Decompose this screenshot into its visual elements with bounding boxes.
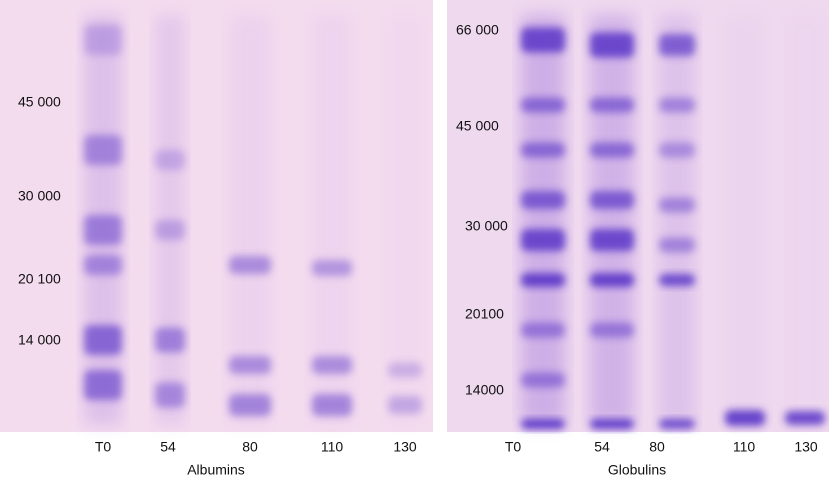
lane-label: 130 [794, 439, 818, 455]
lane-smear [659, 15, 695, 425]
band [312, 260, 352, 276]
band [659, 142, 695, 158]
band [155, 150, 185, 170]
lane-label: T0 [505, 439, 522, 455]
lane-smear [785, 15, 825, 425]
band [84, 325, 122, 355]
labels: 45 000 30 000 20 100 14 000 T0 54 80 110 130 Albu… [18, 22, 818, 478]
band [590, 229, 634, 251]
band [312, 394, 352, 416]
band [84, 215, 122, 245]
bands [84, 15, 825, 429]
band [84, 135, 122, 165]
marker-label: 30 000 [465, 218, 508, 234]
lane-smear [590, 15, 634, 425]
band [388, 396, 422, 414]
lane-smear [521, 15, 565, 425]
band [521, 142, 565, 158]
marker-label: 14000 [465, 382, 504, 398]
band [785, 411, 825, 425]
band [659, 274, 695, 286]
marker-label: 66 000 [456, 22, 499, 38]
band [521, 97, 565, 113]
band [229, 356, 271, 374]
band [659, 419, 695, 429]
band [84, 370, 122, 400]
gel-albumins [0, 0, 433, 432]
band [659, 197, 695, 213]
band [388, 362, 422, 378]
band [521, 27, 565, 53]
lane-label: 110 [321, 439, 344, 455]
lane-label: 110 [733, 439, 756, 455]
band [521, 322, 565, 338]
band [521, 273, 565, 287]
band [155, 220, 185, 240]
band [590, 32, 634, 58]
band [521, 229, 565, 251]
lane-label: 130 [393, 439, 417, 455]
panel-caption: Globulins [608, 462, 666, 478]
band [229, 394, 271, 416]
lane-label: 80 [649, 439, 665, 455]
marker-label: 20100 [465, 306, 504, 322]
marker-label: 45 000 [456, 118, 499, 134]
lane-smear [725, 15, 765, 425]
band [521, 372, 565, 388]
band [590, 419, 634, 429]
band [155, 327, 185, 353]
band [521, 419, 565, 429]
panel-caption: Albumins [187, 462, 245, 478]
marker-label: 14 000 [18, 332, 61, 348]
band [521, 191, 565, 209]
gel-globulins [447, 0, 829, 432]
band [590, 273, 634, 287]
band [590, 322, 634, 338]
marker-label: 45 000 [18, 94, 61, 110]
band [659, 237, 695, 253]
lane-label: T0 [95, 439, 112, 455]
band [590, 191, 634, 209]
band [659, 97, 695, 113]
band [312, 356, 352, 374]
band [725, 410, 765, 426]
band [659, 34, 695, 56]
band [155, 382, 185, 408]
band [590, 97, 634, 113]
lane-label: 54 [594, 439, 610, 455]
lane-label: 54 [160, 439, 176, 455]
marker-label: 30 000 [18, 188, 61, 204]
band [229, 256, 271, 274]
marker-label: 20 100 [18, 271, 61, 287]
band [84, 25, 122, 55]
lane-label: 80 [242, 439, 258, 455]
band [590, 142, 634, 158]
band [84, 255, 122, 275]
